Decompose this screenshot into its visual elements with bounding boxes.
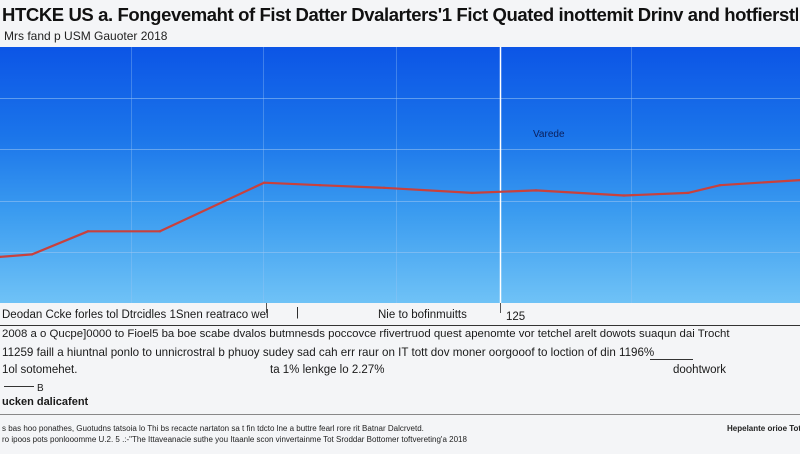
body-line-3-left: 1ol sotomehet. bbox=[2, 364, 78, 376]
body-line-3-right: doohtwork bbox=[673, 364, 727, 376]
mid-tick-mark bbox=[500, 303, 501, 313]
chart-plot-area: Varede bbox=[0, 47, 800, 303]
footer-rule bbox=[0, 414, 800, 415]
data-point bbox=[86, 230, 90, 233]
page-subtitle: Mrs fand p USM Gauoter 2018 bbox=[4, 29, 168, 43]
data-point bbox=[318, 184, 322, 187]
data-point bbox=[718, 184, 722, 187]
body-line-3-mid: ta 1% lenkge lo 2.27% bbox=[270, 364, 385, 376]
data-point bbox=[0, 255, 2, 259]
pointer-rule bbox=[650, 359, 693, 360]
series-line bbox=[0, 179, 800, 258]
body-line-1: 2008 a o Qucpe]0000 to Fioel5 ba boe sca… bbox=[2, 328, 730, 340]
data-point bbox=[382, 186, 386, 189]
data-point bbox=[622, 194, 626, 197]
footer-right-note: Hepelante orioe Totoelve bbox=[727, 424, 800, 433]
page-title: HTCKE US a. Fongevemaht of Fist Datter D… bbox=[2, 4, 798, 25]
data-point bbox=[534, 189, 538, 192]
data-point bbox=[686, 191, 690, 195]
data-point bbox=[158, 230, 162, 233]
data-point bbox=[262, 181, 266, 184]
header-rule bbox=[0, 325, 800, 326]
marker-b-rule bbox=[4, 386, 34, 387]
data-point bbox=[470, 191, 474, 195]
data-point bbox=[30, 253, 34, 256]
body-line-2: 11259 faill a hiuntnal ponlo to unnicros… bbox=[2, 346, 655, 359]
marker-b: B bbox=[37, 383, 44, 394]
mid-column-header: Nie to bofinmuitts bbox=[378, 309, 467, 321]
line-chart bbox=[0, 47, 800, 303]
left-tick-mark bbox=[266, 303, 267, 313]
left-column-header-tick: | bbox=[296, 307, 299, 319]
footer-line-2: ro ipoos pots ponlooomme U.2. 5 .:-"The … bbox=[2, 435, 467, 444]
left-column-header: Deodan Ccke forles tol Dtrcidles 1Snen r… bbox=[2, 309, 269, 321]
section-label: ucken dalicafent bbox=[2, 396, 89, 408]
chart-annotation: Varede bbox=[533, 129, 565, 140]
footer-line-1: s bas hoo ponathes, Guotudns tatsoia lo … bbox=[2, 424, 424, 433]
mid-column-number: 125 bbox=[506, 311, 526, 323]
